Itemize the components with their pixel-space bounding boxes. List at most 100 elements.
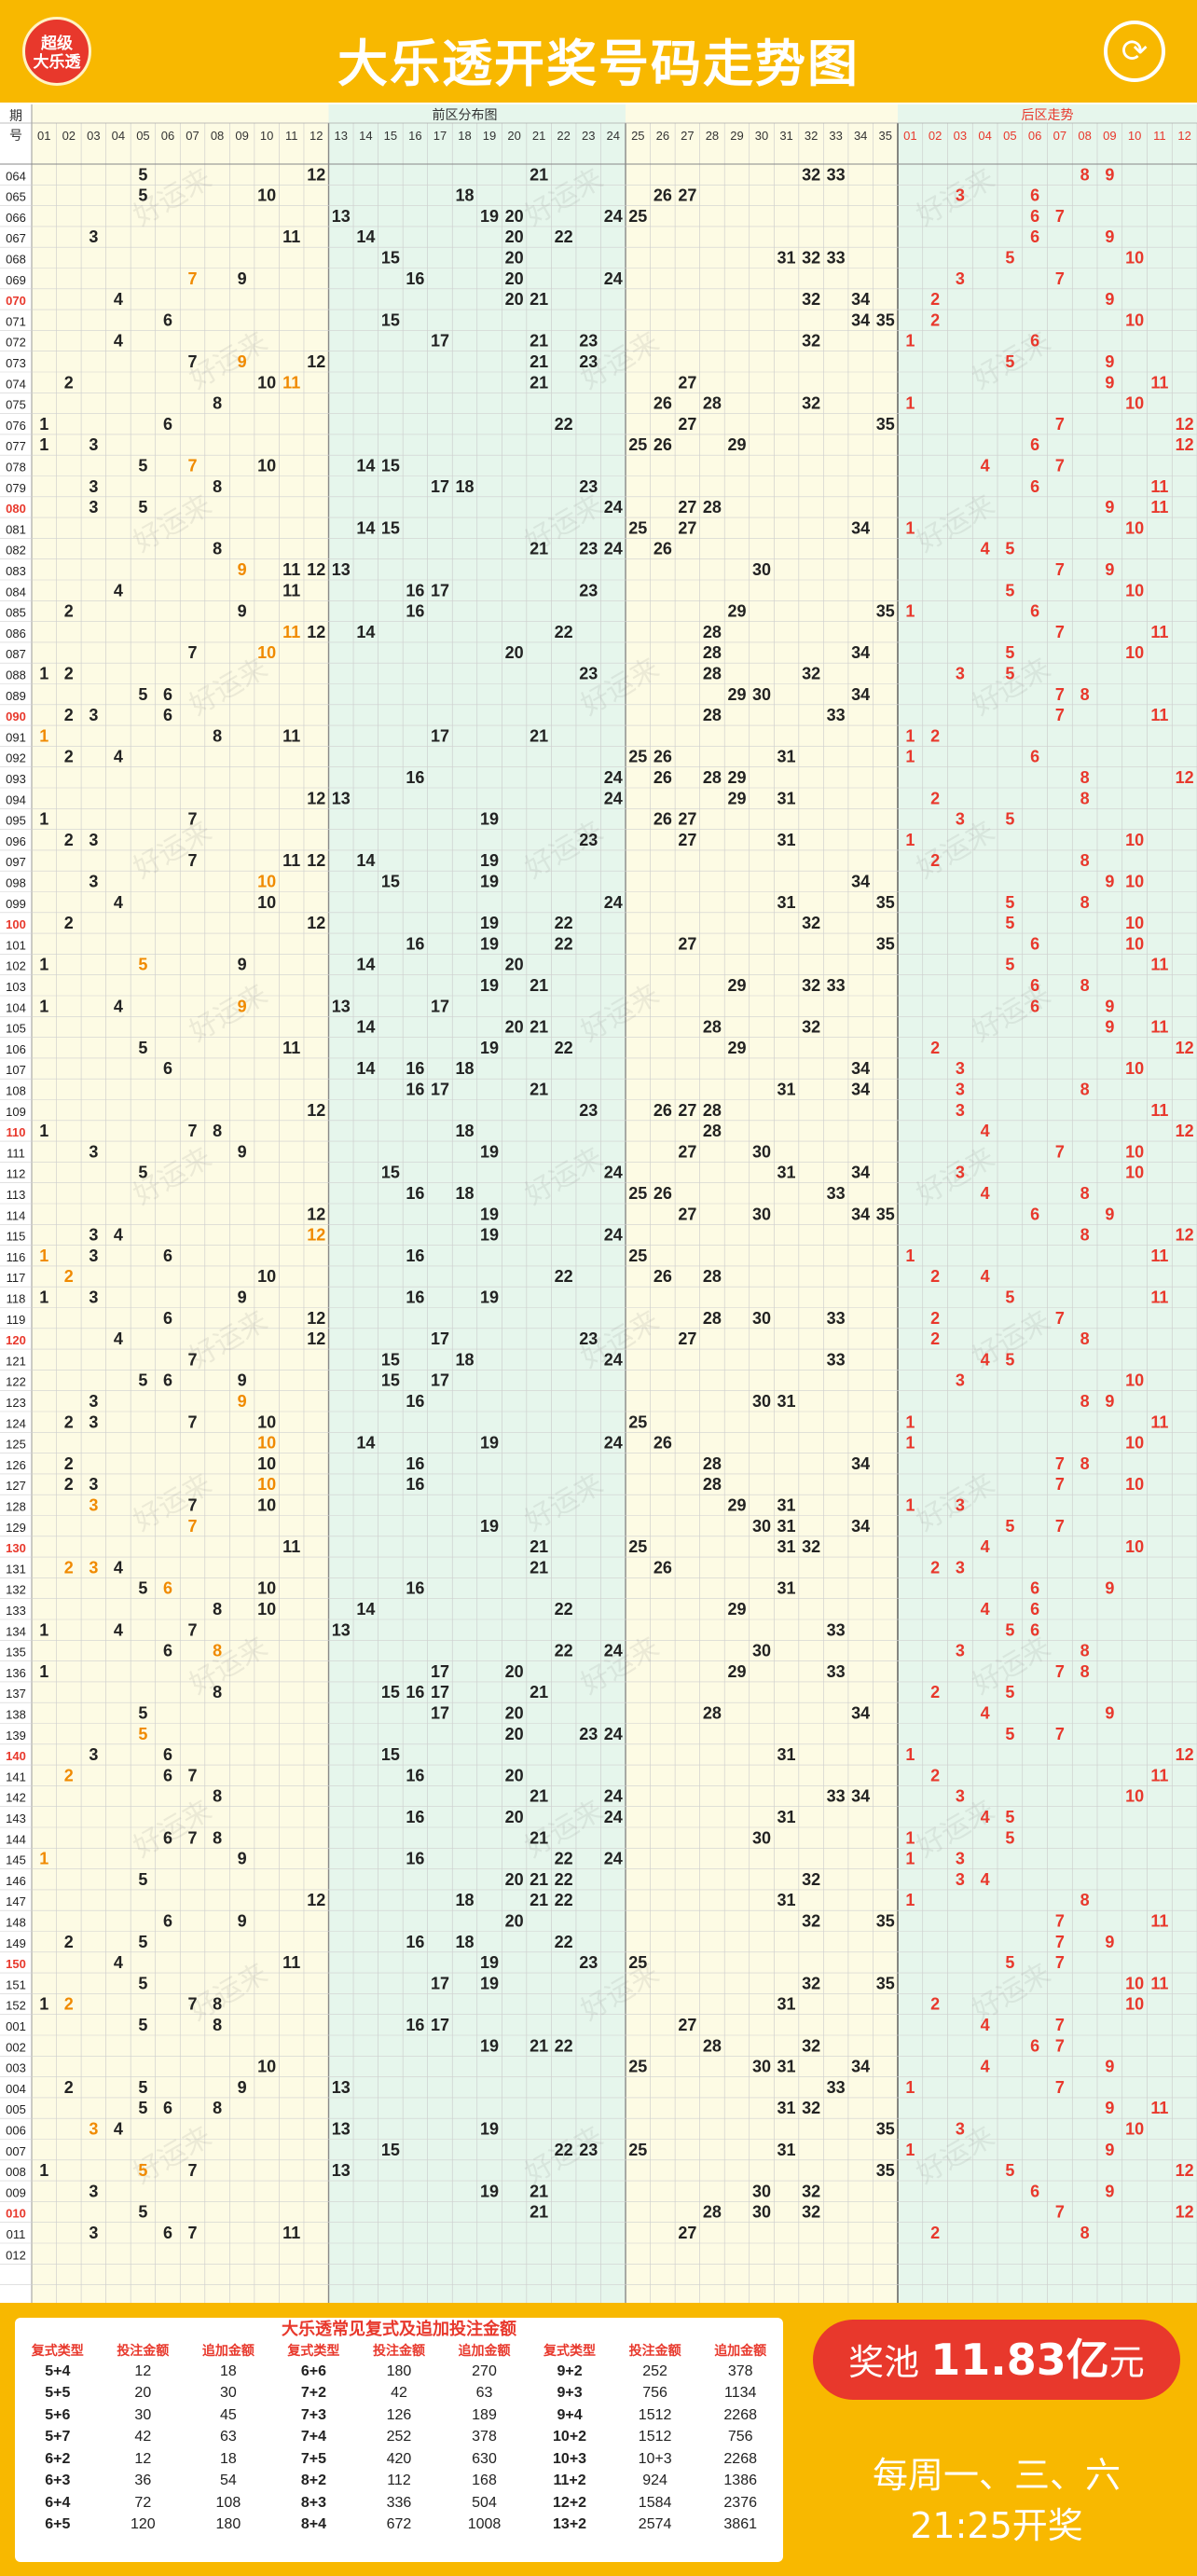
front-ball: 29 (727, 768, 746, 787)
front-ball: 2 (64, 706, 74, 724)
front-ball: 3 (89, 1496, 98, 1515)
back-col-header: 02 (929, 129, 942, 143)
back-ball: 5 (1005, 1683, 1014, 1701)
front-ball: 16 (406, 1454, 424, 1473)
issue-number: 082 (6, 544, 26, 558)
front-ball: 16 (406, 768, 424, 787)
front-ball: 20 (505, 1662, 524, 1681)
front-ball: 10 (257, 873, 276, 891)
bet-type: 9+3 (557, 2385, 583, 2402)
front-ball: 14 (356, 1600, 375, 1619)
front-ball: 33 (827, 1620, 846, 1639)
back-ball: 2 (930, 1309, 940, 1328)
back-ball: 8 (1080, 2224, 1090, 2242)
issue-number: 090 (6, 709, 26, 723)
front-ball: 21 (530, 2036, 548, 2055)
front-ball: 3 (89, 1745, 98, 1764)
issue-number: 079 (6, 481, 26, 495)
issue-number: 083 (6, 564, 26, 578)
front-ball: 20 (505, 643, 524, 662)
issue-number: 084 (6, 585, 26, 599)
back-ball: 10 (1125, 1974, 1144, 1992)
front-ball: 23 (579, 332, 598, 351)
front-ball: 3 (89, 831, 98, 849)
front-ball: 18 (455, 1891, 474, 1909)
issue-number: 124 (6, 1416, 26, 1430)
front-ball: 1 (39, 665, 48, 683)
issue-number: 115 (7, 1230, 26, 1244)
front-ball: 34 (851, 1205, 870, 1223)
front-ball: 6 (163, 1309, 172, 1328)
front-ball: 10 (257, 373, 276, 392)
back-ball: 8 (1080, 165, 1090, 184)
front-ball: 17 (431, 1662, 449, 1681)
front-ball: 21 (530, 2203, 548, 2222)
header-bar: 超级 大乐透 大乐透开奖号码走势图 ⟳ (0, 0, 1197, 103)
bet-amount: 72 (134, 2494, 152, 2511)
issue-number: 108 (6, 1084, 26, 1098)
back-ball: 10 (1125, 831, 1144, 849)
front-ball: 23 (579, 1953, 598, 1972)
front-ball: 26 (654, 768, 672, 787)
front-ball: 23 (579, 665, 598, 683)
prize-header-7: 投注金额 (628, 2343, 681, 2358)
front-ball: 16 (406, 1933, 424, 1951)
back-col-header: 04 (978, 129, 991, 143)
front-ball: 23 (579, 581, 598, 599)
back-ball: 9 (1105, 2182, 1114, 2200)
front-ball: 5 (138, 1933, 147, 1951)
front-ball: 22 (555, 1933, 573, 1951)
front-ball: 1 (39, 726, 48, 745)
front-ball: 9 (238, 1912, 247, 1931)
front-ball: 1 (39, 1995, 48, 2014)
prize-table: 复式类型 投注金额 追加金额 复式类型 投注金额 追加金额 复式类型 投注金额 追加金额 5+4… (15, 2340, 783, 2536)
bet-amount: 30 (134, 2406, 152, 2423)
front-ball: 29 (727, 602, 746, 621)
front-ball: 7 (188, 643, 198, 662)
back-ball: 10 (1125, 1164, 1144, 1182)
issue-number: 001 (6, 2019, 26, 2033)
front-ball: 19 (480, 873, 499, 891)
front-ball: 27 (678, 1205, 696, 1223)
back-ball: 7 (1055, 2036, 1065, 2055)
back-ball: 3 (956, 1101, 965, 1120)
issue-number: 110 (7, 1125, 26, 1139)
front-ball: 20 (505, 1808, 524, 1826)
front-ball: 18 (455, 1184, 474, 1203)
issue-number: 094 (6, 792, 26, 806)
front-ball: 21 (530, 1787, 548, 1806)
issue-number: 114 (7, 1208, 26, 1222)
front-ball: 27 (678, 186, 696, 205)
bet-type: 6+5 (45, 2516, 71, 2533)
front-col-header: 21 (532, 129, 545, 143)
front-ball: 26 (654, 186, 672, 205)
prize-header-6: 复式类型 (543, 2343, 597, 2358)
front-ball: 7 (188, 2161, 198, 2180)
front-ball: 28 (703, 2203, 722, 2222)
issue-number: 149 (6, 1936, 26, 1950)
front-ball: 30 (752, 1142, 771, 1161)
front-ball: 1 (39, 997, 48, 1015)
extra-amount: 168 (472, 2473, 497, 2489)
front-ball: 16 (406, 1808, 424, 1826)
back-ball: 6 (1030, 2036, 1039, 2055)
issue-number: 099 (6, 897, 26, 911)
back-ball: 7 (1055, 1309, 1065, 1328)
front-ball: 21 (530, 352, 548, 371)
back-ball: 7 (1055, 623, 1065, 641)
front-ball: 3 (89, 1226, 98, 1245)
front-ball: 27 (678, 2224, 696, 2242)
front-ball: 24 (604, 1787, 623, 1806)
back-ball: 6 (1030, 1579, 1039, 1598)
back-ball: 7 (1055, 706, 1065, 724)
front-ball: 19 (480, 976, 499, 995)
refresh-icon[interactable]: ⟳ (1104, 21, 1165, 82)
issue-number: 132 (6, 1583, 26, 1597)
back-ball: 12 (1176, 1039, 1194, 1057)
back-ball: 9 (1105, 2058, 1114, 2076)
bet-amount: 1584 (638, 2494, 672, 2511)
front-ball: 10 (257, 1434, 276, 1453)
extra-amount: 378 (472, 2429, 497, 2445)
back-ball: 4 (981, 1122, 990, 1140)
